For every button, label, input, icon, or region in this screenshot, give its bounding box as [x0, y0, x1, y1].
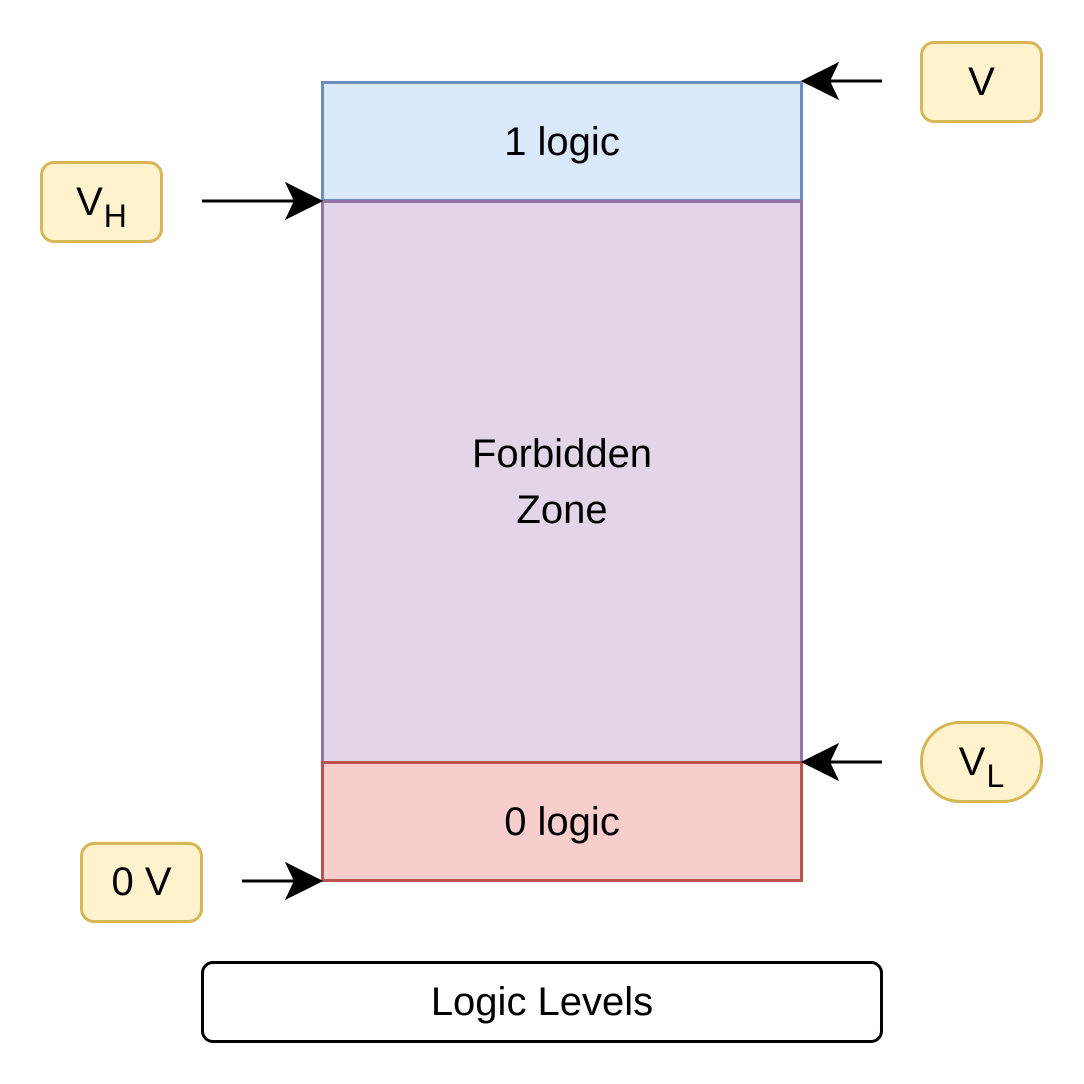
- v-supply-label: V: [968, 59, 995, 104]
- forbidden-zone: Forbidden Zone: [321, 200, 803, 764]
- diagram-title-box: Logic Levels: [201, 961, 883, 1043]
- zero-logic-label: 0 logic: [504, 799, 620, 844]
- zero-volt-arrow: [242, 861, 324, 901]
- diagram-title: Logic Levels: [430, 979, 654, 1024]
- zero-logic-zone: 0 logic: [321, 761, 803, 882]
- forbidden-zone-label-line1: Forbidden: [471, 432, 653, 476]
- vh-subscript: H: [103, 197, 127, 234]
- vh-main-label: V: [76, 179, 103, 224]
- v-supply-tag: V: [920, 41, 1043, 123]
- vl-main-label: V: [958, 739, 986, 784]
- v-arrow: [800, 61, 882, 101]
- one-logic-zone: 1 logic: [321, 81, 803, 202]
- vh-arrow: [202, 181, 324, 221]
- forbidden-zone-label-line2: Zone: [516, 488, 608, 532]
- one-logic-label: 1 logic: [504, 119, 620, 164]
- zero-volt-tag: 0 V: [80, 842, 203, 923]
- vl-subscript: L: [986, 757, 1005, 794]
- zero-volt-label: 0 V: [111, 860, 172, 904]
- vl-arrow: [800, 742, 882, 782]
